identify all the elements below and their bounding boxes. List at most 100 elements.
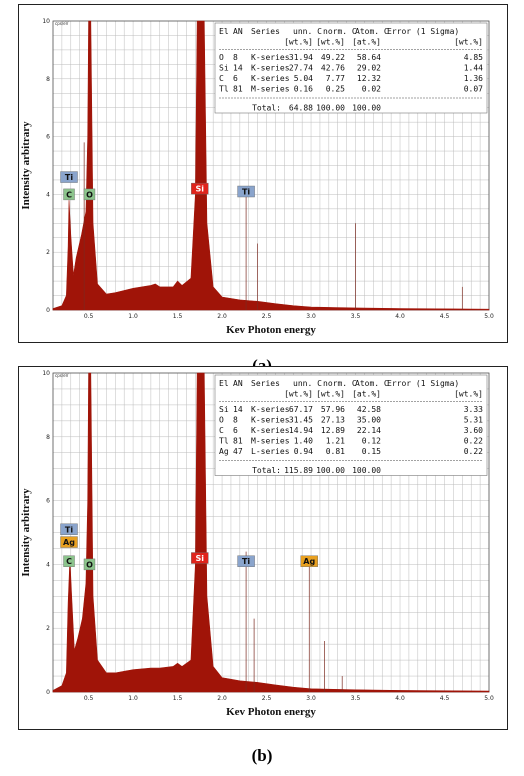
x-tick-label: 3.5 [351, 695, 361, 702]
peak-label-ti: Ti [237, 185, 255, 198]
table-row: 47 [233, 447, 243, 456]
table-row: C [219, 74, 224, 83]
spectrum-area [52, 372, 490, 693]
peak-label-ti: Ti [237, 555, 255, 567]
table-row: 67.17 [289, 405, 313, 414]
table-row: O [219, 53, 224, 62]
table-header-cell: Error (1 Sigma) [387, 379, 459, 388]
peak-label-box [83, 558, 96, 571]
table-unit-cell: [wt.%] [454, 390, 483, 399]
x-tick-label: 1.5 [173, 695, 183, 702]
y-axis-label: Intensity arbitrary [20, 488, 32, 577]
table-row: 0.07 [464, 85, 483, 94]
table-header-cell: El [219, 379, 229, 388]
table-row: 81 [233, 85, 243, 94]
spectrum-area [52, 20, 490, 311]
peak-label-text: O [86, 190, 93, 199]
table-row: 42.58 [357, 405, 381, 414]
y-tick-label: 4 [46, 191, 50, 198]
spectrum-chart-a: 0.5 1.0 1.5 2.0 2.5 3.0 3.5 4.0 4.5 5.0 0 2 4 6 8 10 cps… [20, 18, 494, 336]
table-row: 0.25 [326, 85, 345, 94]
table-total-value: 100.00 [316, 104, 345, 113]
y-tick-label: 8 [46, 76, 50, 83]
peak-label-text: O [86, 560, 93, 569]
table-row: Tl [219, 85, 229, 94]
x-tick-label: 4.5 [440, 695, 450, 702]
table-row: 14 [233, 405, 243, 414]
table-row: 0.22 [464, 447, 483, 456]
peak-label-box [60, 536, 78, 548]
x-tick-label: 1.0 [128, 695, 138, 702]
table-total-value: 100.00 [352, 466, 381, 475]
table-box [214, 374, 488, 476]
peak-label-text: Ag [303, 557, 315, 566]
peak-label-box [300, 555, 318, 567]
table-row: K-series [251, 64, 290, 73]
peak-label-box [60, 523, 78, 536]
table-unit-cell: [wt.%] [284, 390, 313, 399]
y-tick-label: 2 [46, 249, 50, 256]
peak-label-c: C [63, 555, 75, 567]
table-row: 42.76 [321, 64, 345, 73]
unit-label: cps/eV [55, 21, 69, 26]
peak-label-ti: Ti [60, 523, 78, 536]
spectrum-panel-a: 0.5 1.0 1.5 2.0 2.5 3.0 3.5 4.0 4.5 5.0 0 2 4 6 8 10 cps… [18, 4, 508, 343]
table-row: 6 [233, 426, 238, 435]
table-row: 1.44 [464, 64, 483, 73]
y-tick-label: 2 [46, 625, 50, 632]
table-row: 3.33 [464, 405, 483, 414]
table-total-value: 115.89 [284, 466, 313, 475]
table-total-label: Total: [252, 104, 281, 113]
x-axis-label: Kev Photon energy [226, 324, 316, 336]
table-row: 58.64 [357, 53, 381, 62]
table-row: K-series [251, 426, 290, 435]
table-row: 0.16 [294, 85, 313, 94]
table-row: Ag [219, 447, 229, 456]
y-tick-label: 4 [46, 561, 50, 568]
table-row: Tl [219, 437, 229, 446]
table-row: K-series [251, 74, 290, 83]
peak-label-box [63, 555, 75, 567]
spectrum-panel-b: 0.5 1.0 1.5 2.0 2.5 3.0 3.5 4.0 4.5 5.0 0 2 4 6 8 10 cps… [18, 366, 508, 730]
table-total-value: 64.88 [289, 104, 313, 113]
unit-label: cps/eV [55, 373, 69, 378]
peak-label-box [191, 552, 209, 564]
peak-label-ag: Ag [300, 555, 318, 567]
table-header-cell: Series [251, 379, 280, 388]
x-tick-label: 1.0 [128, 313, 138, 320]
table-row: 31.45 [289, 416, 313, 425]
x-tick-label: 3.0 [306, 695, 316, 702]
table-row: 4.85 [464, 53, 483, 62]
table-row: 27.13 [321, 416, 345, 425]
peak-label-text: Ti [242, 557, 250, 566]
peak-label-box [83, 188, 96, 201]
table-row: M-series [251, 437, 290, 446]
table-row: 27.74 [289, 64, 313, 73]
x-tick-label: 2.5 [262, 695, 272, 702]
peak-label-text: Ti [65, 525, 73, 534]
y-tick-label: 0 [46, 307, 50, 314]
table-row: 0.15 [362, 447, 381, 456]
peak-label-text: Ti [65, 173, 73, 182]
y-tick-label: 10 [42, 18, 50, 25]
table-row: Si [219, 405, 229, 414]
table-header-cell: norm. C [323, 27, 357, 36]
table-row: 5.04 [294, 74, 313, 83]
table-row: 1.40 [294, 437, 313, 446]
peak-label-text: Ti [242, 188, 250, 197]
table-unit-cell: [wt.%] [316, 390, 345, 399]
table-header-cell: El [219, 27, 229, 36]
table-row: 14 [233, 64, 243, 73]
table-row: 29.02 [357, 64, 381, 73]
table-row: 0.81 [326, 447, 345, 456]
peak-label-c: C [63, 188, 75, 201]
x-tick-label: 0.5 [84, 313, 94, 320]
table-row: K-series [251, 416, 290, 425]
table-header-cell: AN [233, 27, 243, 36]
table-row: L-series [251, 447, 290, 456]
x-tick-label: 5.0 [484, 695, 494, 702]
figure-caption-b: (b) [251, 746, 273, 765]
table-header-cell: Atom. C [355, 379, 389, 388]
